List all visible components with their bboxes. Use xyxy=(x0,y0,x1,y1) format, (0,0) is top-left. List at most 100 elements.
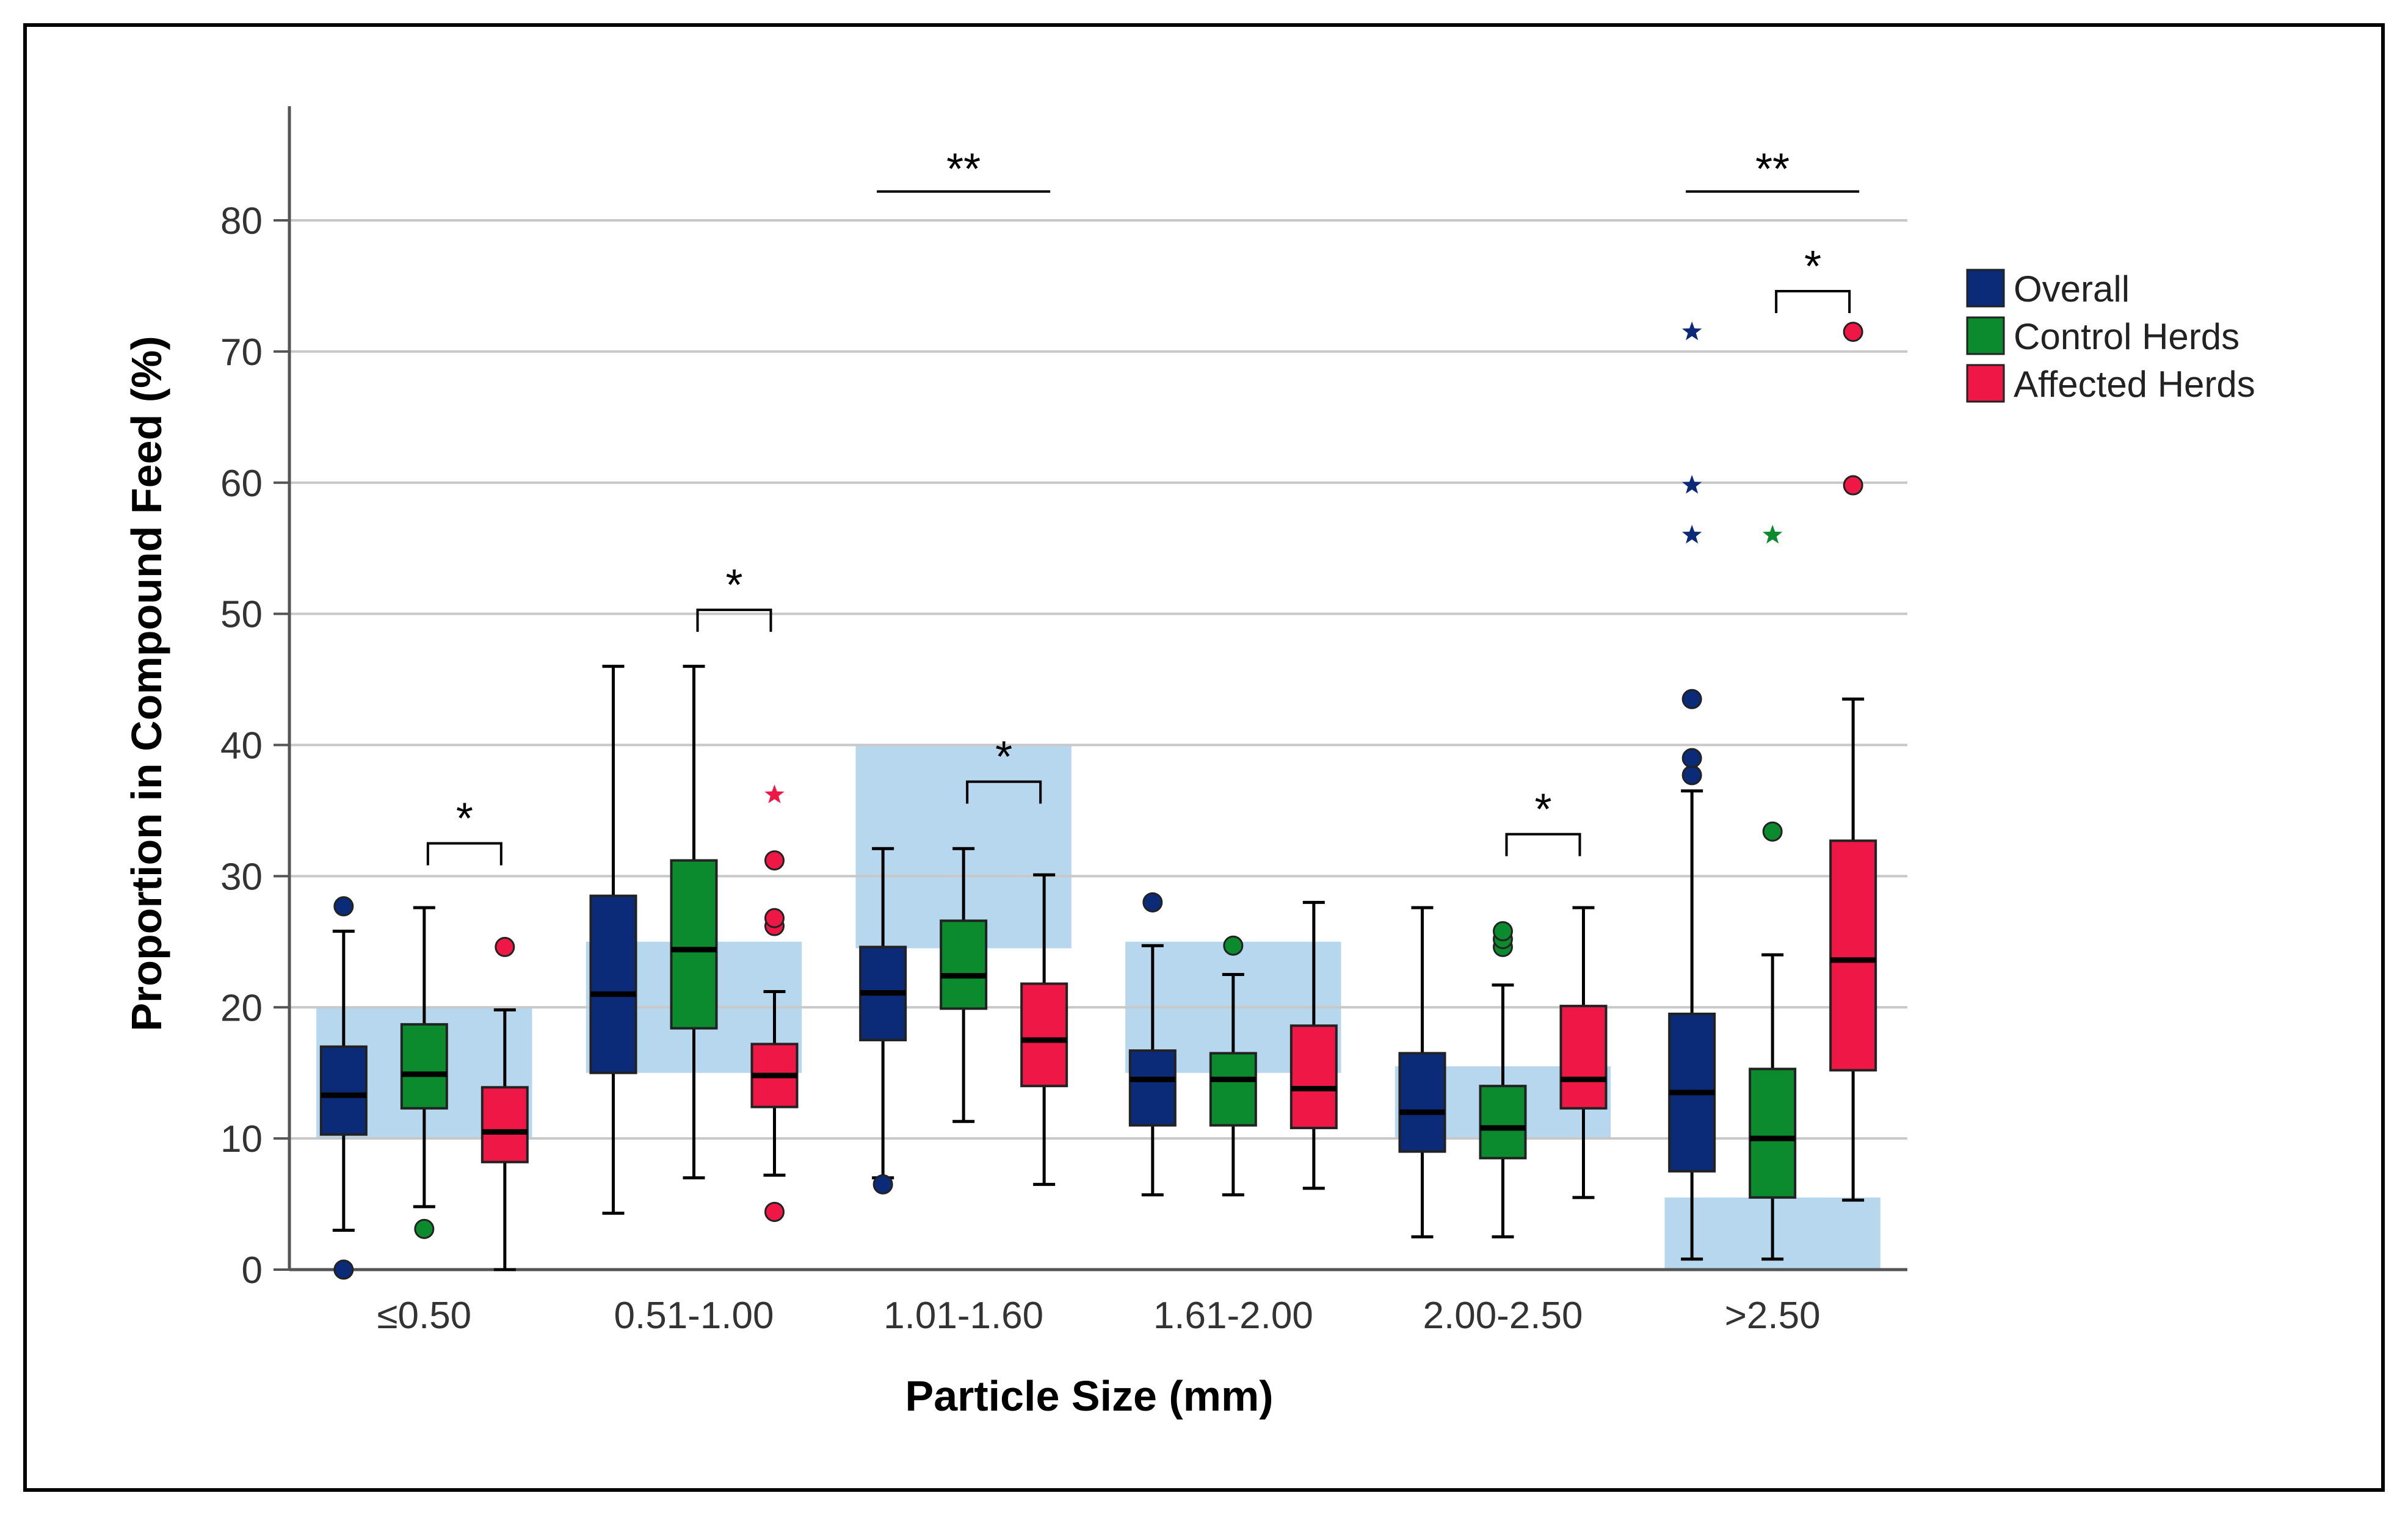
y-tick-label: 50 xyxy=(220,594,263,636)
box-overall-3 xyxy=(1128,892,1177,1197)
extreme-point xyxy=(1682,475,1702,494)
significance-bracket xyxy=(426,842,502,866)
y-tick-label: 60 xyxy=(220,463,263,505)
legend-item-affected-herds: Affected Herds xyxy=(1966,364,2255,405)
x-axis-title: Particle Size (mm) xyxy=(905,1372,1274,1420)
y-tick-label: 30 xyxy=(220,856,263,898)
significance-label: * xyxy=(1804,242,1821,291)
box-affected-herds-5 xyxy=(1829,322,1877,1202)
box-iqr xyxy=(1479,1085,1527,1160)
y-tick-label: 70 xyxy=(220,331,263,374)
extreme-point xyxy=(1682,524,1702,544)
x-tick-label: 0.51-1.00 xyxy=(614,1295,774,1337)
legend-label: Overall xyxy=(2014,269,2130,309)
outlier-point xyxy=(764,908,785,928)
y-axis-title: Proportion in Compound Feed (%) xyxy=(123,336,170,1031)
box-iqr xyxy=(940,919,988,1010)
significance-bracket xyxy=(966,780,1042,804)
box-control-herds-1 xyxy=(670,665,718,1180)
box-control-herds-5 xyxy=(1749,524,1797,1261)
box-iqr xyxy=(1020,982,1068,1088)
box-control-herds-0 xyxy=(400,906,448,1239)
significance-marker-4: * xyxy=(1775,242,1851,314)
box-plot-chart: 0 10 20 30 40 50 60 70 80 ≤0.50 0.51-1.00 1.01-1.6… xyxy=(123,106,2255,1420)
x-tick-label: 2.00-2.50 xyxy=(1423,1295,1583,1337)
box-iqr xyxy=(1128,1049,1177,1127)
significance-label: ** xyxy=(946,145,981,194)
box-control-herds-3 xyxy=(1209,935,1257,1197)
significance-label: * xyxy=(456,795,473,844)
y-tick-label: 40 xyxy=(220,725,263,767)
box-control-herds-2 xyxy=(940,847,988,1123)
outlier-point xyxy=(1843,322,1863,342)
box-iqr xyxy=(1209,1052,1257,1127)
box-overall-0 xyxy=(319,896,368,1280)
significance-marker-0: * xyxy=(426,795,502,866)
significance-marker-1: * xyxy=(696,561,772,632)
x-tick-label: 1.61-2.00 xyxy=(1153,1295,1313,1337)
box-overall-5 xyxy=(1668,321,1716,1261)
y-tick-label: 10 xyxy=(220,1118,263,1160)
extreme-point xyxy=(1682,321,1702,341)
outlier-point xyxy=(333,896,354,917)
y-tick-label: 20 xyxy=(220,987,263,1029)
legend-swatch xyxy=(1966,364,2005,403)
significance-label: * xyxy=(725,561,742,610)
box-iqr xyxy=(481,1086,529,1163)
outlier-point xyxy=(495,936,515,957)
outlier-point xyxy=(764,850,785,871)
significance-label: ** xyxy=(1755,145,1790,194)
outlier-point xyxy=(1493,921,1513,942)
extreme-point xyxy=(1763,524,1783,544)
significance-marker-5: ** xyxy=(877,145,1051,194)
box-overall-1 xyxy=(589,665,637,1215)
outlier-point xyxy=(1142,892,1163,913)
significance-label: * xyxy=(1534,786,1551,834)
box-overall-2 xyxy=(859,847,907,1195)
significance-marker-6: ** xyxy=(1686,145,1860,194)
outlier-point xyxy=(333,1259,354,1280)
outlier-point xyxy=(872,1174,893,1195)
legend-item-overall: Overall xyxy=(1966,269,2130,309)
significance-marker-3: * xyxy=(1505,786,1581,856)
legend-item-control-herds: Control Herds xyxy=(1966,316,2239,357)
box-iqr xyxy=(400,1023,448,1110)
legend-label: Control Herds xyxy=(2014,316,2239,357)
outlier-point xyxy=(1843,475,1863,496)
significance-label: * xyxy=(995,733,1012,782)
significance-bracket xyxy=(1775,290,1851,314)
box-affected-herds-3 xyxy=(1289,900,1338,1190)
legend-swatch xyxy=(1966,269,2005,308)
outlier-point xyxy=(414,1218,435,1239)
box-overall-4 xyxy=(1398,906,1446,1238)
extreme-point xyxy=(764,784,785,803)
significance-bracket xyxy=(696,609,772,632)
box-control-herds-4 xyxy=(1479,921,1527,1238)
significance-bracket xyxy=(1505,833,1581,856)
y-tick-label: 0 xyxy=(242,1249,263,1292)
outlier-point xyxy=(1681,765,1702,786)
box-iqr xyxy=(1559,1005,1608,1110)
box-iqr xyxy=(1749,1068,1797,1199)
box-iqr xyxy=(589,894,637,1074)
box-affected-herds-1 xyxy=(750,784,799,1222)
outlier-point xyxy=(1681,748,1702,768)
x-tick-label: ≤0.50 xyxy=(377,1295,471,1337)
outlier-point xyxy=(764,1201,785,1222)
box-iqr xyxy=(319,1045,368,1136)
x-tick-label: >2.50 xyxy=(1725,1295,1821,1337)
significance-marker-2: * xyxy=(966,733,1042,804)
outlier-point xyxy=(1762,821,1783,842)
figure-frame: 0 10 20 30 40 50 60 70 80 ≤0.50 0.51-1.00 1.01-1.6… xyxy=(23,23,2385,1492)
outlier-point xyxy=(1681,689,1702,709)
outlier-point xyxy=(1223,935,1244,956)
x-tick-label: 1.01-1.60 xyxy=(883,1295,1043,1337)
box-affected-herds-2 xyxy=(1020,873,1068,1186)
box-affected-herds-4 xyxy=(1559,906,1608,1199)
box-iqr xyxy=(1289,1024,1338,1129)
legend-label: Affected Herds xyxy=(2014,364,2255,405)
legend-swatch xyxy=(1966,316,2005,355)
box-affected-herds-0 xyxy=(481,936,529,1271)
box-iqr xyxy=(1829,839,1877,1072)
y-tick-label: 80 xyxy=(220,200,263,242)
